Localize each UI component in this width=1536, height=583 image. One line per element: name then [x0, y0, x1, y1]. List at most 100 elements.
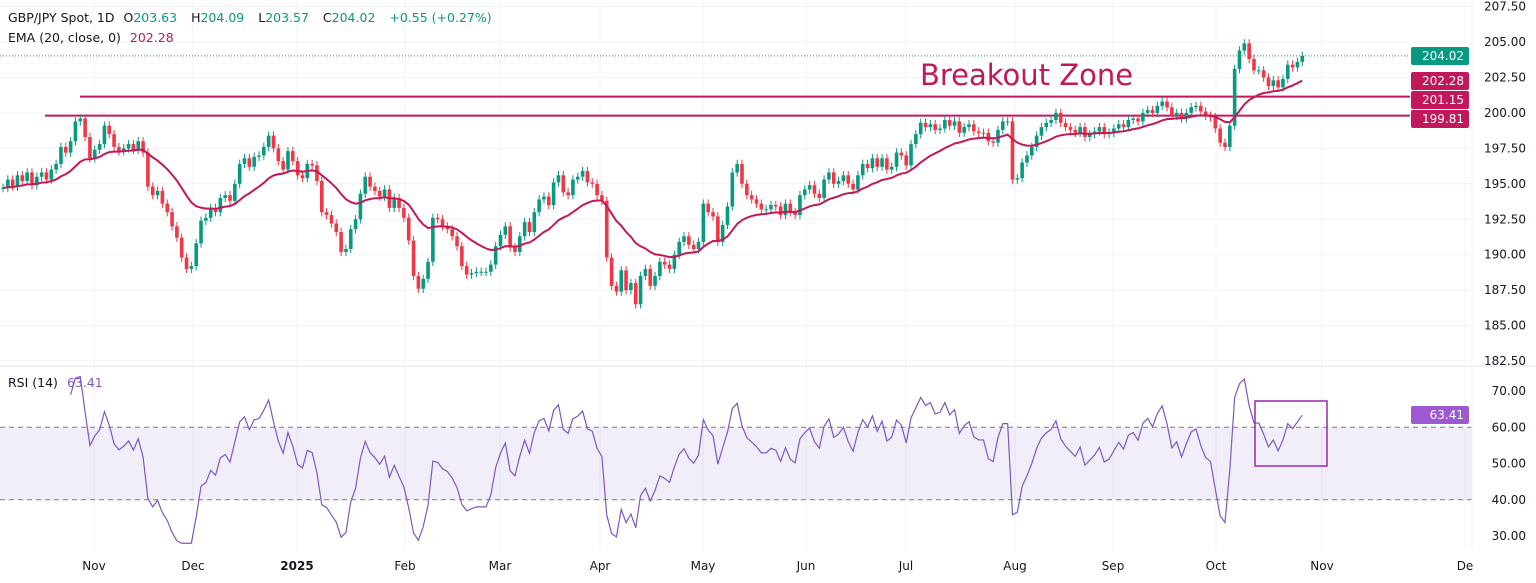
candle-body: [928, 124, 933, 128]
candle-body: [402, 207, 406, 218]
candle-body: [595, 183, 599, 196]
candle-body: [1170, 107, 1174, 116]
candle-body: [749, 195, 754, 200]
candle-body: [1184, 112, 1189, 119]
price-tick-label: 185.00: [1484, 319, 1526, 333]
ema-legend-label: EMA (20, close, 0): [8, 30, 121, 45]
candle-body: [426, 261, 430, 279]
rsi-legend-value: 63.41: [66, 375, 103, 390]
price-tick-label: 182.50: [1484, 354, 1526, 368]
candle-body: [406, 217, 411, 241]
candle-body: [223, 195, 227, 198]
candle-body: [233, 183, 237, 201]
candle-body: [208, 207, 213, 218]
candle-body: [696, 241, 701, 250]
candle-body: [1087, 134, 1092, 138]
candle-body: [1247, 43, 1251, 60]
candle-body: [102, 125, 107, 145]
candle-body: [199, 220, 203, 244]
rsi-tick-label: 40.00: [1492, 493, 1526, 507]
candle-body: [1058, 112, 1063, 123]
candle-body: [136, 141, 141, 150]
time-axis[interactable]: Nov Dec 2025 Feb Mar Apr May Jun Jul Aug Sep Oct Nov…: [82, 559, 1473, 573]
candle-body: [1281, 78, 1285, 88]
candle-body: [793, 212, 797, 215]
open-label: O: [123, 10, 134, 25]
rsi-highlight-box[interactable]: [1254, 400, 1328, 467]
candle-body: [720, 224, 725, 242]
candle-body: [778, 206, 783, 215]
candle-body: [324, 212, 329, 215]
candle-body: [677, 241, 681, 255]
price-label-level: 199.81: [1422, 112, 1464, 126]
candle-body: [266, 135, 271, 147]
candle-body: [339, 232, 343, 252]
candle-body: [117, 146, 121, 152]
candle-body: [1261, 70, 1266, 78]
candle-body: [247, 158, 252, 167]
candle-body: [184, 257, 189, 269]
candle-body: [257, 155, 261, 157]
candle-body: [1097, 127, 1102, 132]
candle-body: [464, 266, 469, 275]
candle-body: [870, 158, 875, 169]
candle-body: [614, 285, 619, 292]
time-tick-label: 2025: [280, 559, 313, 573]
candle-body: [571, 179, 575, 196]
candle-body: [131, 144, 136, 150]
candle-body: [831, 172, 836, 184]
candle-body: [344, 249, 348, 252]
candle-body: [30, 172, 34, 186]
candle-body: [59, 146, 63, 164]
candle-body: [469, 273, 474, 275]
candle-body: [740, 163, 744, 184]
candle-body: [315, 165, 319, 181]
candle-body: [889, 166, 894, 170]
candle-body: [382, 189, 387, 197]
price-axis[interactable]: 182.50 185.00 187.50 190.00 192.50 195.00 197.…: [1484, 0, 1526, 543]
candle-body: [827, 172, 831, 180]
candle-body: [286, 151, 290, 170]
candle-body: [353, 219, 358, 230]
price-label-box: [1411, 47, 1469, 65]
candle-body: [976, 131, 981, 133]
candle-body: [160, 190, 165, 204]
candle-body: [914, 134, 918, 145]
price-tick-label: 190.00: [1484, 248, 1526, 262]
candle-body: [1232, 68, 1237, 126]
candle-body: [489, 264, 493, 272]
horizontal-levels[interactable]: [0, 55, 1410, 117]
candle-body: [1179, 112, 1184, 119]
time-tick-label: Apr: [590, 559, 611, 573]
candle-body: [155, 190, 160, 196]
candle-body: [851, 183, 855, 190]
candle-body: [875, 158, 880, 167]
ema-legend[interactable]: EMA (20, close, 0) 202.28: [8, 30, 179, 45]
candle-body: [179, 237, 184, 258]
candle-body: [252, 156, 256, 167]
grid: [0, 0, 1472, 550]
candle-body: [411, 240, 416, 276]
candle-body: [1285, 64, 1290, 79]
candle-body: [783, 203, 788, 215]
candle-body: [812, 185, 817, 194]
candle-body: [1068, 127, 1073, 130]
candle-body: [1276, 80, 1280, 88]
candle-body: [295, 161, 300, 176]
candle-body: [918, 122, 923, 135]
candle-body: [1121, 124, 1126, 128]
ema-legend-value: 202.28: [129, 30, 174, 45]
candle-body: [933, 124, 937, 130]
rsi-legend[interactable]: RSI (14) 63.41: [8, 375, 108, 390]
candle-body: [856, 175, 860, 190]
breakout-zone-annotation[interactable]: Breakout Zone: [920, 58, 1134, 92]
candle-body: [947, 119, 952, 126]
candle-body: [397, 197, 401, 208]
candle-body: [10, 179, 15, 187]
candle-body: [416, 275, 421, 289]
candle-body: [788, 203, 793, 213]
candle-body: [991, 141, 995, 143]
rsi-tick-label: 60.00: [1492, 420, 1526, 434]
symbol-title[interactable]: GBP/JPY Spot, 1D: [8, 10, 115, 25]
